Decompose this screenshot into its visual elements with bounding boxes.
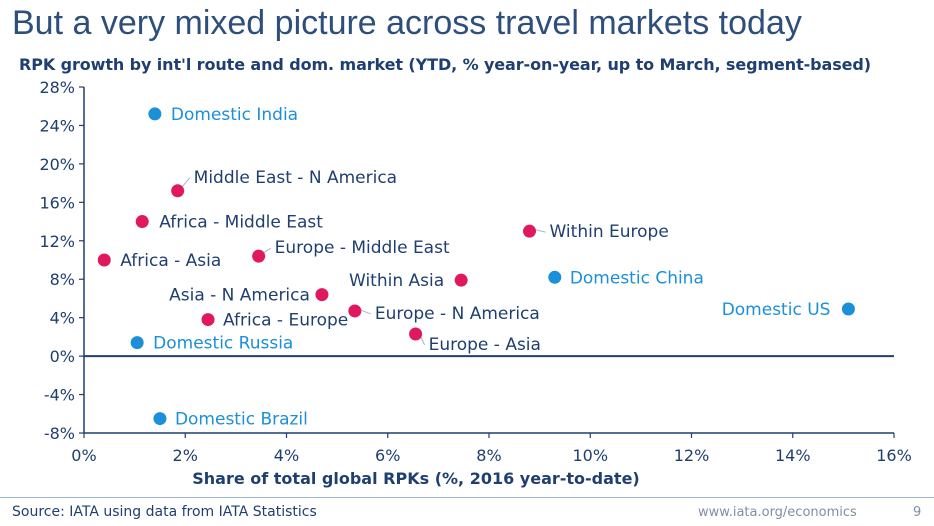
point-domestic-india <box>148 107 162 121</box>
point-europe-asia <box>409 327 423 341</box>
y-tick-label: 4% <box>50 309 75 328</box>
point-label-within-asia: Within Asia <box>349 271 444 291</box>
x-tick-label: 0% <box>71 446 96 465</box>
point-africa-europe <box>201 313 215 327</box>
point-label-asia-n-america: Asia - N America <box>169 286 310 306</box>
x-tick-label: 2% <box>173 446 198 465</box>
point-africa-middle-east <box>135 215 149 229</box>
point-domestic-brazil <box>153 412 167 426</box>
point-label-europe-middle-east: Europe - Middle East <box>275 238 450 258</box>
y-tick-label: 0% <box>50 347 75 366</box>
y-tick-label: 12% <box>39 232 75 251</box>
chart-title: RPK growth by int'l route and dom. marke… <box>19 55 871 74</box>
y-tick-label: 8% <box>50 270 75 289</box>
point-domestic-us <box>841 302 855 316</box>
point-label-domestic-us: Domestic US <box>722 300 831 320</box>
point-label-domestic-brazil: Domestic Brazil <box>175 410 308 430</box>
point-africa-asia <box>97 253 111 267</box>
x-tick-label: 4% <box>274 446 299 465</box>
point-europe-n-america <box>348 304 362 318</box>
point-label-africa-europe: Africa - Europe <box>223 311 348 331</box>
point-europe-middle-east <box>252 249 266 263</box>
point-middle-east-n-america <box>171 184 185 198</box>
point-label-within-europe: Within Europe <box>550 222 669 242</box>
data-points: Middle East - N America Africa - Middle E… <box>97 105 855 430</box>
website-link[interactable]: www.iata.org/economics <box>698 505 857 520</box>
y-axis: 28% 24% 20% 16% 12% 8% 4% 0% -4% -8% <box>39 78 85 443</box>
x-axis-title: Share of total global RPKs (%, 2016 year… <box>192 469 640 488</box>
y-tick-label: 24% <box>39 116 75 135</box>
point-label-domestic-russia: Domestic Russia <box>153 334 293 354</box>
point-within-asia <box>454 273 468 287</box>
source-note: Source: IATA using data from IATA Statis… <box>12 504 317 520</box>
slide-title: But a very mixed picture across travel m… <box>12 4 802 42</box>
y-tick-label: 20% <box>39 155 75 174</box>
y-tick-label: -4% <box>44 386 75 405</box>
scatter-chart: 28% 24% 20% 16% 12% 8% 4% 0% -4% -8% 0% 2% 4% 6% 8% 10… <box>39 78 912 488</box>
page-number: 9 <box>913 505 922 520</box>
x-tick-label: 8% <box>476 446 501 465</box>
x-tick-label: 6% <box>375 446 400 465</box>
point-asia-n-america <box>315 288 329 302</box>
point-domestic-china <box>548 270 562 284</box>
y-tick-label: 16% <box>39 193 75 212</box>
point-label-domestic-india: Domestic India <box>171 105 298 125</box>
x-tick-label: 10% <box>572 446 608 465</box>
point-label-middle-east-n-america: Middle East - N America <box>194 168 397 188</box>
point-label-europe-asia: Europe - Asia <box>429 335 541 355</box>
y-tick-label: 28% <box>39 78 75 97</box>
point-within-europe <box>523 224 536 238</box>
x-tick-label: 12% <box>674 446 710 465</box>
point-label-africa-asia: Africa - Asia <box>120 251 221 271</box>
x-axis: 0% 2% 4% 6% 8% 10% 12% 14% 16% <box>71 355 912 465</box>
point-label-europe-n-america: Europe - N America <box>375 304 540 324</box>
point-domestic-russia <box>130 336 144 350</box>
point-label-africa-middle-east: Africa - Middle East <box>159 213 323 233</box>
x-tick-label: 14% <box>775 446 811 465</box>
footer-divider <box>0 497 934 498</box>
y-tick-label: -8% <box>44 424 75 443</box>
x-tick-label: 16% <box>876 446 912 465</box>
point-label-domestic-china: Domestic China <box>570 268 704 288</box>
